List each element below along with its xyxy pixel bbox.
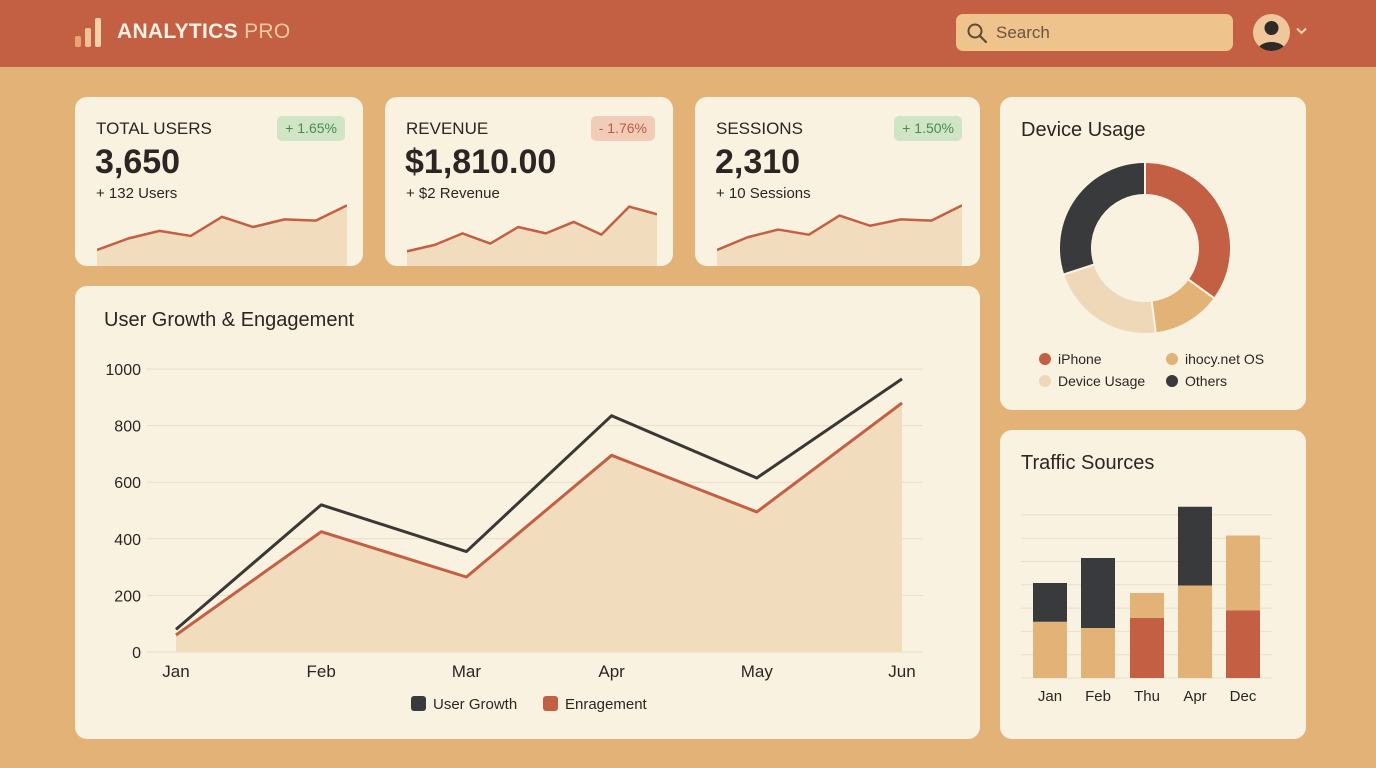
x-tick-label: Apr — [598, 662, 625, 681]
engagement-line — [175, 401, 903, 637]
search-box[interactable] — [956, 14, 1233, 51]
traffic-sources-chart: Jan Feb Thu Apr Dec — [1021, 506, 1272, 705]
legend-label: ihocy.net OS — [1185, 351, 1265, 367]
bar-segment — [1081, 558, 1115, 628]
search-input[interactable] — [996, 14, 1221, 51]
bar-segment — [1130, 593, 1164, 618]
legend-dot — [1166, 353, 1178, 365]
traffic-sources-title: Traffic Sources — [1021, 452, 1155, 474]
x-tick-label: Mar — [452, 662, 482, 681]
kpi-label: REVENUE — [406, 119, 489, 138]
legend-label: Others — [1185, 373, 1228, 389]
legend-dot — [1039, 375, 1051, 387]
chevron-down-icon[interactable] — [1296, 27, 1307, 35]
kpi-label: TOTAL USERS — [96, 119, 212, 138]
sparkline-area — [97, 205, 347, 266]
kpi-card-sessions[interactable]: SESSIONS + 1.50% 2,310 + 10 Sessions — [695, 97, 980, 266]
main-chart-title: User Growth & Engagement — [104, 309, 355, 331]
legend-item-user-growth[interactable]: User Growth — [411, 696, 517, 713]
bar-segment — [1130, 618, 1164, 678]
user-growth-card: User Growth & Engagement 0 200 400 600 800 10… — [75, 286, 980, 739]
kpi-subtext: + 10 Sessions — [716, 185, 811, 202]
y-tick-label: 400 — [114, 532, 141, 549]
sparkline-line — [717, 204, 962, 252]
kpi-value: 3,650 — [95, 143, 181, 181]
bar-segment — [1226, 535, 1260, 611]
traffic-sources-card: Traffic Sources Jan Feb Thu Apr Dec — [1000, 430, 1306, 739]
x-tick-label: Jan — [162, 662, 189, 681]
device-usage-donut — [1058, 160, 1232, 335]
legend-item-others[interactable]: Others — [1166, 373, 1227, 389]
app-brand[interactable]: ANALYTICS PRO — [117, 20, 291, 44]
brand-primary: ANALYTICS — [117, 20, 238, 43]
user-avatar-icon — [1257, 21, 1286, 51]
kpi-card-revenue[interactable]: REVENUE - 1.76% $1,810.00 + $2 Revenue — [385, 97, 673, 266]
kpi-change-badge: + 1.65% — [277, 116, 345, 141]
legend-item-os[interactable]: ihocy.net OS — [1166, 351, 1264, 367]
kpi-value: 2,310 — [715, 143, 801, 181]
legend-item-engagement[interactable]: Enragement — [543, 696, 647, 713]
kpi-card-total-users[interactable]: TOTAL USERS + 1.65% 3,650 + 132 Users — [75, 97, 363, 266]
user-growth-chart: 0 200 400 600 800 1000 Jan Feb Mar Apr May Jun — [105, 362, 923, 681]
legend-item-iphone[interactable]: iPhone — [1039, 351, 1102, 367]
engagement-area — [176, 402, 902, 652]
sparkline-area — [407, 206, 657, 266]
bar-segment — [1226, 610, 1260, 678]
y-tick-label: 0 — [132, 645, 141, 662]
y-tick-label: 1000 — [105, 362, 141, 379]
donut-slice — [1061, 263, 1157, 335]
x-tick-label: Feb — [307, 662, 336, 681]
sparkline-line — [97, 204, 347, 252]
legend-dot — [1166, 375, 1178, 387]
top-bar: ANALYTICS PRO — [0, 0, 1376, 67]
y-tick-label: 800 — [114, 419, 141, 436]
x-tick-label: Jan — [1038, 688, 1062, 705]
legend-item-device-usage[interactable]: Device Usage — [1039, 373, 1145, 389]
x-tick-label: Apr — [1183, 688, 1206, 705]
legend-label: Device Usage — [1058, 373, 1146, 389]
bar-segment — [1178, 506, 1212, 586]
kpi-value: $1,810.00 — [405, 143, 557, 181]
kpi-sparkline — [717, 204, 962, 266]
device-usage-card: Device Usage iPhone ihocy.net OS Device … — [1000, 97, 1306, 410]
kpi-subtext: + $2 Revenue — [406, 185, 500, 202]
legend-label: User Growth — [433, 696, 518, 713]
user-growth-line — [175, 377, 903, 631]
x-tick-label: Feb — [1085, 688, 1111, 705]
kpi-change-badge: + 1.50% — [894, 116, 962, 141]
bar-segment — [1178, 585, 1212, 678]
donut-slice — [1144, 160, 1232, 300]
bar-segment — [1081, 628, 1115, 678]
kpi-sparkline — [97, 204, 347, 266]
legend-label: iPhone — [1058, 351, 1102, 367]
x-tick-label: Dec — [1230, 688, 1257, 705]
x-tick-label: Thu — [1134, 688, 1160, 705]
kpi-change-badge: - 1.76% — [590, 116, 655, 141]
user-avatar[interactable] — [1253, 14, 1290, 51]
donut-slice — [1058, 160, 1146, 276]
brand-secondary: PRO — [244, 20, 291, 43]
kpi-sparkline — [407, 205, 657, 266]
legend-label: Enragement — [565, 696, 647, 713]
legend-dot — [1039, 353, 1051, 365]
bar-segment — [1033, 583, 1067, 622]
x-tick-label: May — [741, 662, 774, 681]
device-usage-title: Device Usage — [1021, 119, 1146, 141]
bar-segment — [1033, 621, 1067, 678]
kpi-label: SESSIONS — [716, 119, 803, 138]
legend-swatch — [411, 696, 426, 711]
search-icon — [967, 23, 988, 44]
bar-chart-icon — [75, 18, 101, 47]
sparkline-line — [407, 205, 657, 253]
kpi-subtext: + 132 Users — [96, 185, 178, 202]
y-tick-label: 600 — [114, 475, 141, 492]
legend-swatch — [543, 696, 558, 711]
x-tick-label: Jun — [888, 662, 915, 681]
y-tick-label: 200 — [114, 588, 141, 605]
